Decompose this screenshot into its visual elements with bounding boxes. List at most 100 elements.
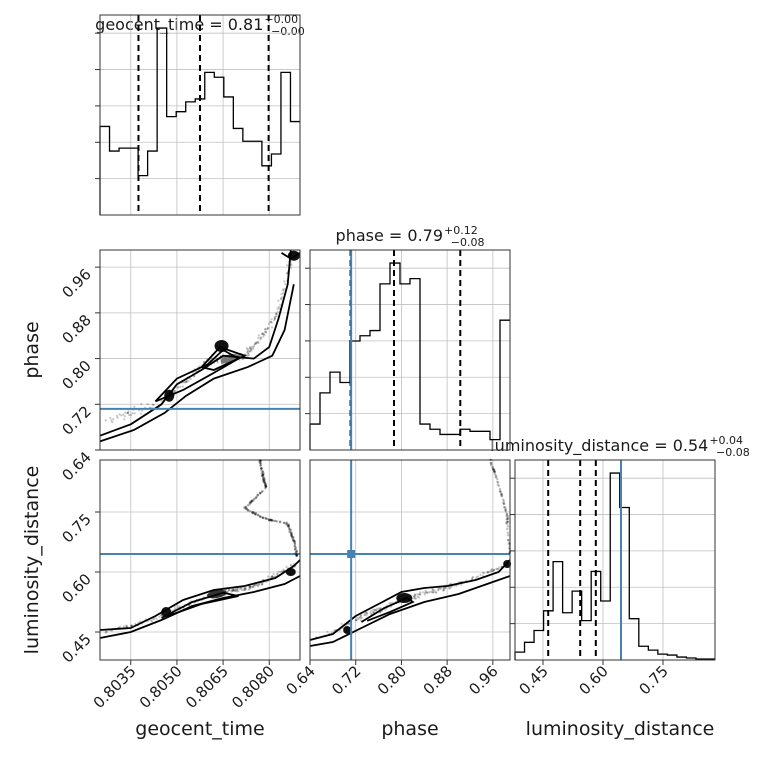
sample-point [244,588,247,591]
sample-point [243,506,246,509]
sample-point [506,525,509,528]
sample-point [252,347,255,350]
sample-point [155,617,158,621]
contour-geocent_time-phase-3 [200,346,247,371]
xtick-label-luminosity_distance-1: 0.60 [575,662,611,698]
sample-point [505,512,508,515]
sample-point [437,587,440,590]
sample-point [295,550,298,554]
sample-point [418,591,422,594]
sample-point [259,462,262,465]
sample-point [429,590,432,593]
sample-point [265,517,268,520]
sample-point [250,499,253,502]
sample-point [185,381,188,384]
sample-point [282,289,285,292]
sample-point [123,418,126,421]
sample-point [256,493,260,497]
contour-geocent_time-luminosity_distance-2 [161,591,239,619]
sample-point [118,625,121,628]
sample-point [288,528,291,531]
sample-point [271,574,274,578]
sample-point [285,522,288,525]
sample-point [263,477,266,480]
sample-point [260,332,263,336]
sample-point [294,550,298,554]
sample-point [261,516,265,519]
sample-point [150,620,153,623]
sample-point [476,575,479,578]
sample-point [216,361,219,364]
sample-point [508,550,512,553]
sample-point [127,411,130,414]
sample-point [253,344,256,347]
sample-point [493,472,497,475]
sample-point [176,604,179,607]
sample-point [104,631,107,634]
sample-point [232,589,235,592]
sample-point [125,624,128,627]
sample-point [111,421,114,424]
sample-point [234,589,237,593]
sample-point [282,521,286,525]
sample-point [251,585,254,588]
ytick-label-luminosity_distance-1: 0.60 [58,570,94,606]
sample-point [506,539,510,542]
sample-point [438,587,441,590]
sample-point [486,571,489,574]
sample-point [246,354,249,357]
sample-point [254,512,257,516]
sample-point [252,511,256,514]
sample-point [502,500,505,503]
frame-phase-luminosity_distance [309,459,511,661]
sample-point [173,390,176,393]
sample-point [418,593,421,596]
sample-point [264,328,267,331]
xlabel-phase: phase [381,718,438,740]
sample-point [369,611,372,614]
sample-point [254,511,258,515]
sample-point [272,572,275,576]
sample-point [255,495,258,498]
sample-point [490,464,493,467]
frame-phase [309,249,511,451]
sample-point [263,481,266,484]
sample-point [177,386,180,389]
sample-point [249,347,252,350]
sample-point [293,547,297,551]
sample-point [264,328,267,331]
sample-point [428,591,431,594]
sample-point [232,588,235,592]
sample-point [268,518,271,522]
sample-point [258,459,262,462]
sample-point [273,519,276,523]
sample-point [283,288,286,291]
frame-geocent_time-luminosity_distance [99,459,301,661]
sample-point [153,617,156,620]
sample-point [251,499,254,502]
sample-point [227,589,231,592]
sample-point [508,551,512,554]
sample-point [258,515,262,518]
sample-point [423,591,426,594]
sample-point [271,519,274,522]
sample-point [273,317,276,320]
sample-point [295,549,298,552]
sample-point [244,507,247,510]
sample-point [293,541,296,544]
sample-point [271,575,274,579]
sample-point [360,614,363,617]
sample-point [246,508,249,511]
sample-point [500,493,503,496]
sample-point [370,610,373,613]
sample-point [259,460,262,463]
sample-point [262,472,265,475]
sample-point [437,589,440,592]
sample-point [260,466,263,470]
sample-point [285,521,289,524]
sample-point [290,533,293,536]
sample-point [234,589,237,592]
sample-point [423,593,426,596]
xtick-label-phase-2: 0.80 [374,662,410,698]
sample-point [278,521,282,524]
